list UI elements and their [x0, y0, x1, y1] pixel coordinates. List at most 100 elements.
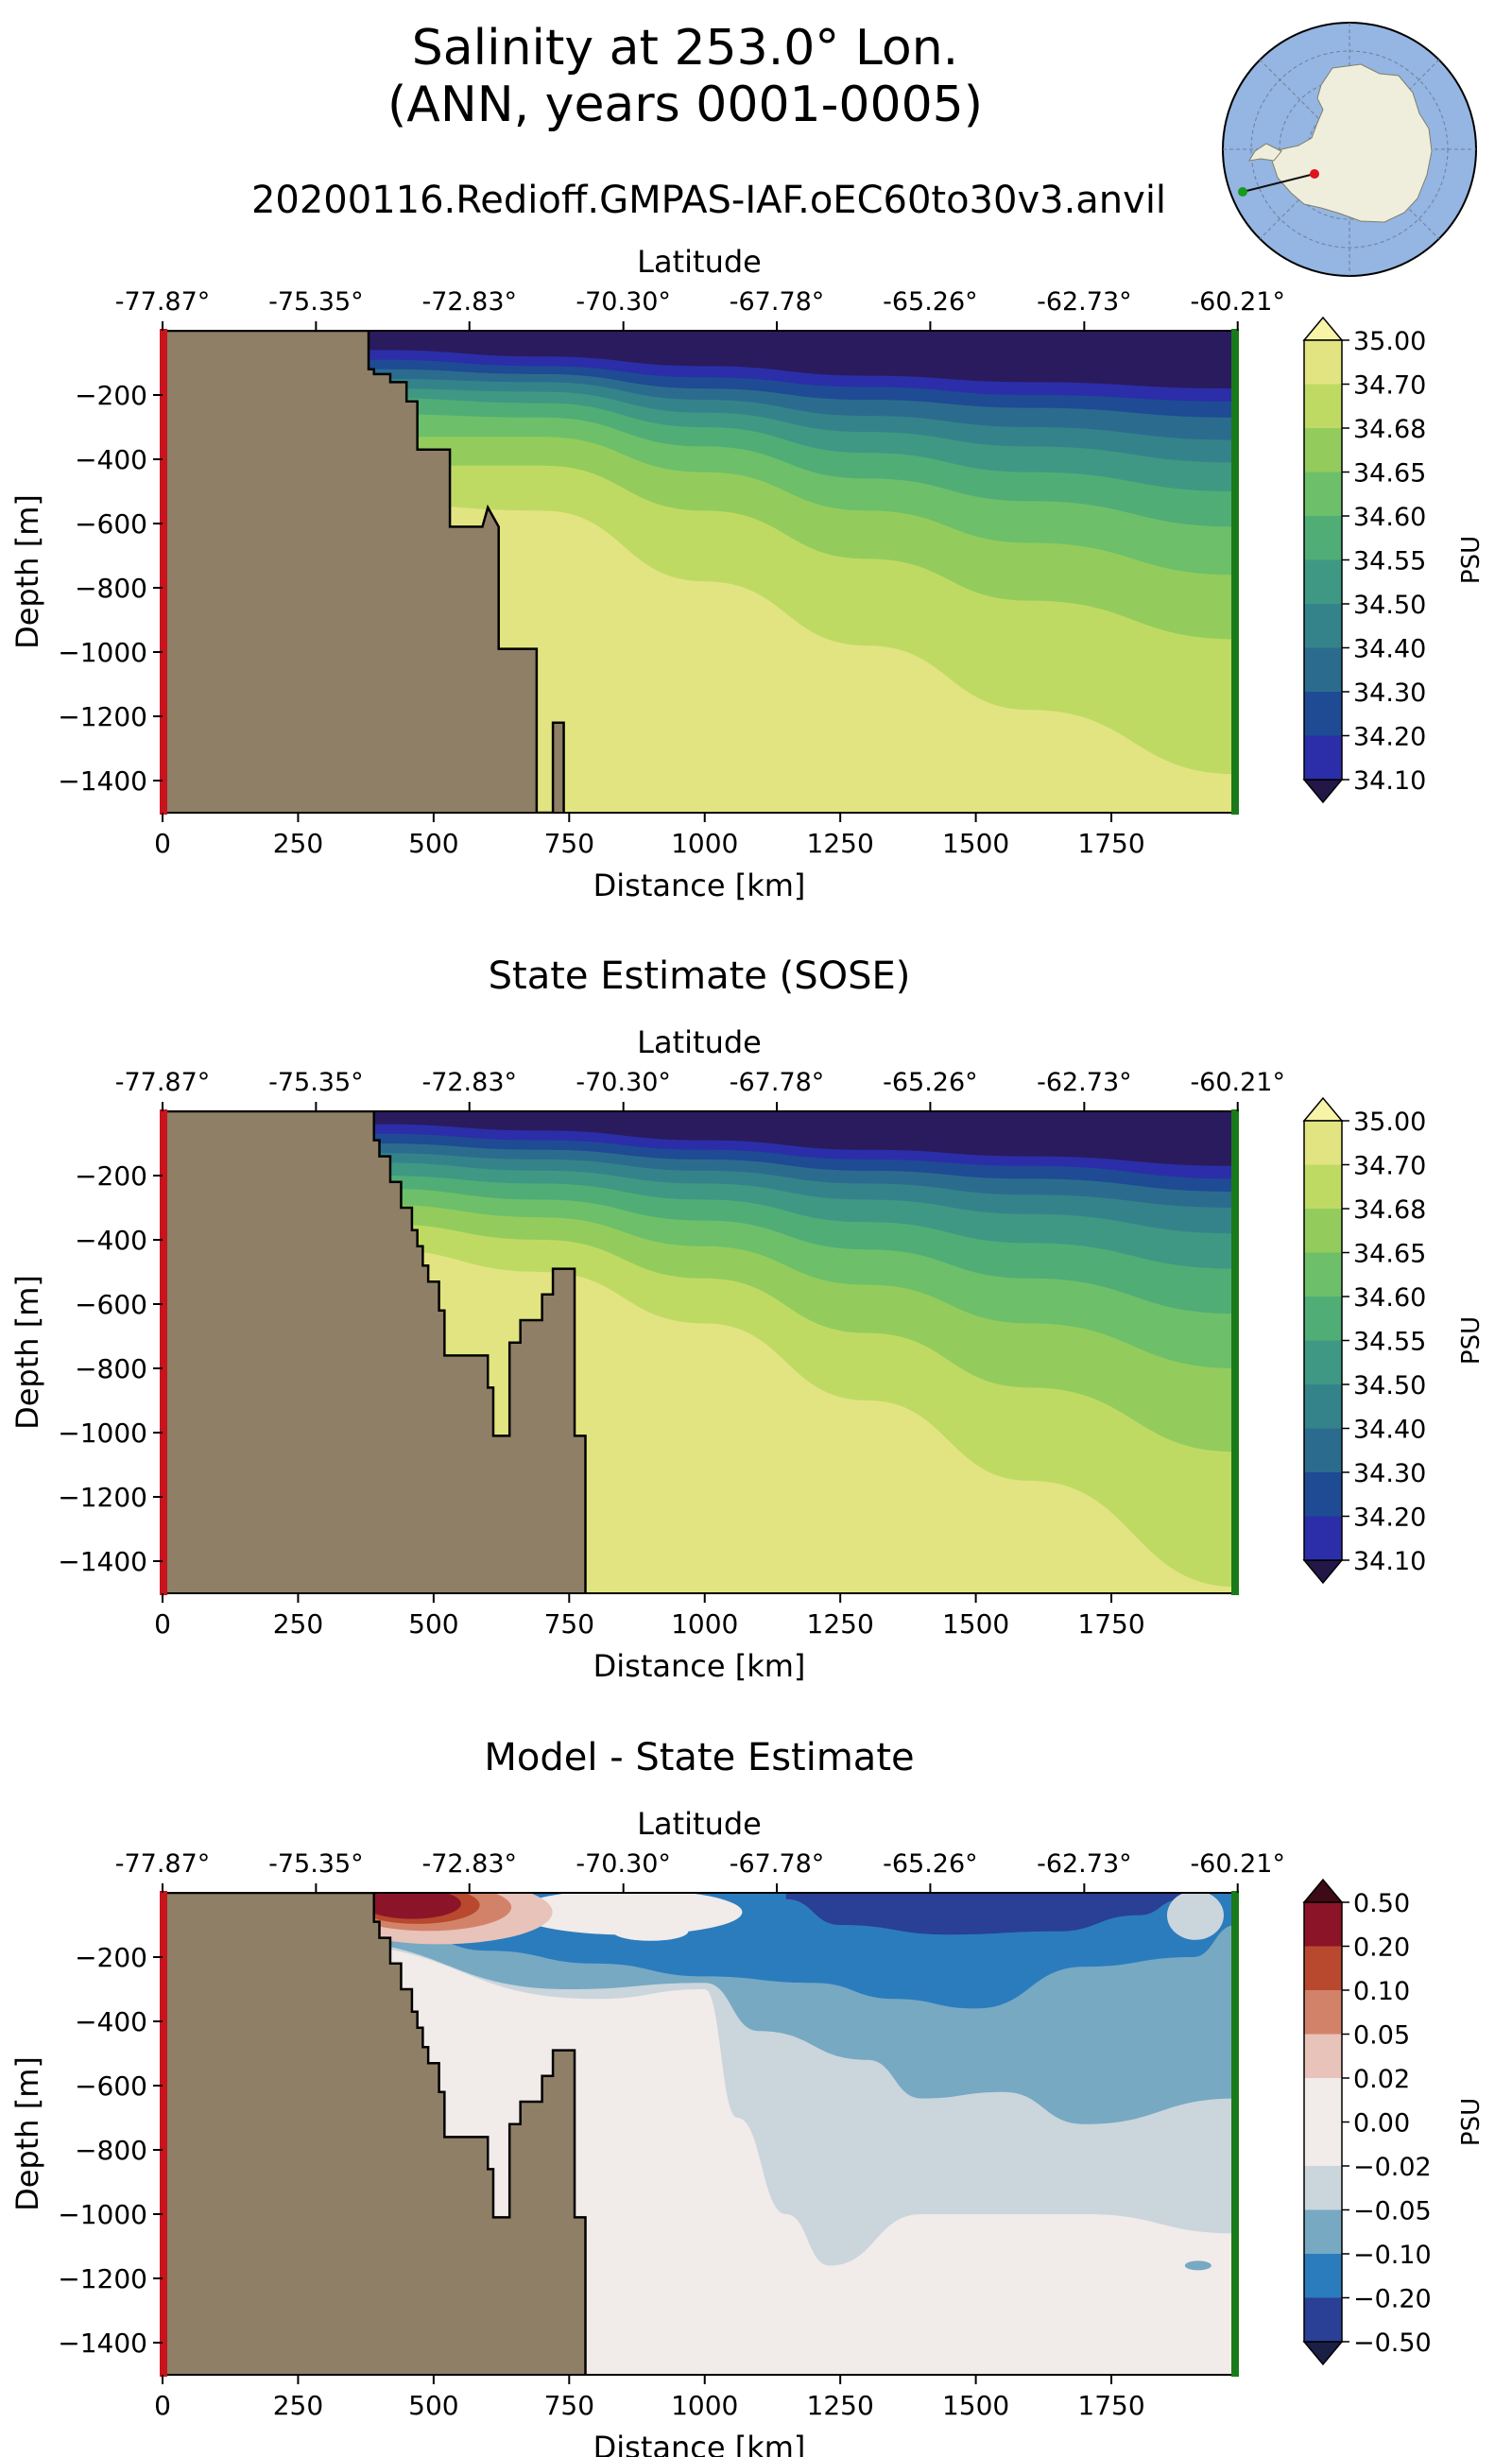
diff-band-neg-0.20 [785, 1893, 1182, 1935]
lat-tick-label: -60.21° [1190, 1068, 1285, 1097]
y-tick-label: −1400 [58, 2328, 147, 2359]
colorbar-bin [1304, 1902, 1342, 1947]
diff-patch-pos-0.50 [362, 1893, 461, 1919]
locator-globe-map [1222, 22, 1477, 277]
colorbar-bin [1304, 1428, 1342, 1473]
x-tick-label: 750 [544, 1608, 594, 1640]
panel-1: 0 250 500 750 1000 1250 1500 1750 Distance [km] −… [9, 244, 1486, 903]
colorbar-tick-label: 34.70 [1353, 371, 1426, 401]
x-tick-label: 1500 [942, 2390, 1009, 2421]
colorbar-bin [1304, 1340, 1342, 1385]
colorbar-bin [1304, 692, 1342, 736]
y-tick-label: −1400 [58, 765, 147, 797]
lat-tick-label: -65.26° [883, 1068, 978, 1097]
lat-axis-label: Latitude [637, 1024, 762, 1060]
x-tick-label: 750 [544, 828, 594, 859]
colorbar-bin [1304, 2254, 1342, 2298]
antarctic-peninsula [1248, 143, 1282, 162]
colorbar-bin [1304, 1384, 1342, 1429]
colorbar-tick-label: 34.68 [1353, 1195, 1426, 1225]
transect-end-line [1231, 329, 1239, 815]
colorbar-tick-label: 34.20 [1353, 723, 1426, 752]
x-tick-label: 250 [273, 1608, 323, 1640]
y-tick-label: −200 [75, 1942, 147, 1973]
salinity-band-1 [163, 331, 1236, 389]
colorbar-bin [1304, 1472, 1342, 1517]
y-tick-label: −200 [75, 1160, 147, 1192]
x-axis-label: Distance [km] [593, 868, 806, 903]
x-tick-label: 500 [408, 2390, 458, 2421]
x-tick-label: 0 [154, 2390, 171, 2421]
lat-tick-label: -62.73° [1037, 1849, 1132, 1879]
colorbar-bin [1304, 2122, 1342, 2167]
x-tick-label: 500 [408, 1608, 458, 1640]
y-tick-label: −200 [75, 380, 147, 411]
colorbar-bin [1304, 1121, 1342, 1165]
colorbar-tick-label: 35.00 [1353, 327, 1426, 356]
colorbar-bin [1304, 1946, 1342, 1991]
lat-tick-label: -75.35° [268, 1849, 364, 1879]
colorbar-tick-label: 0.02 [1353, 2065, 1410, 2094]
colorbar-tick-label: 34.40 [1353, 1416, 1426, 1445]
colorbar-tick-label: 34.65 [1353, 1240, 1426, 1269]
y-tick-label: −800 [75, 573, 147, 604]
y-tick-label: −400 [75, 444, 147, 475]
colorbar-bin [1304, 1164, 1342, 1210]
colorbar-bin [1304, 2209, 1342, 2255]
colorbar-tick-label: −0.50 [1353, 2328, 1432, 2358]
y-tick-label: −1000 [58, 637, 147, 668]
colorbar-tick-label: 34.50 [1353, 1371, 1426, 1400]
lat-axis-label: Latitude [637, 244, 762, 280]
colorbar-tick-label: 34.60 [1353, 1283, 1426, 1313]
colorbar-bin [1304, 735, 1342, 781]
colorbar-under-arrow [1302, 1559, 1344, 1585]
y-tick-label: −1000 [58, 1418, 147, 1449]
lat-tick-label: -67.78° [730, 287, 825, 317]
salinity-band-1 [163, 1111, 1236, 1166]
colorbar-bin [1304, 1252, 1342, 1297]
lat-tick-label: -77.87° [115, 1849, 211, 1879]
colorbar-tick-label: 34.65 [1353, 459, 1426, 489]
x-tick-label: 1750 [1077, 2390, 1144, 2421]
lat-tick-label: -62.73° [1037, 1068, 1132, 1097]
bathymetry-fill [163, 1111, 587, 1593]
land-mask [163, 1893, 587, 2375]
panel-title: State Estimate (SOSE) [489, 954, 911, 998]
figure-subtitle: (ANN, years 0001-0005) [387, 77, 984, 133]
colorbar-bin [1304, 1209, 1342, 1253]
x-tick-label: 0 [154, 828, 171, 859]
x-tick-label: 1750 [1077, 828, 1144, 859]
x-tick-label: 1250 [807, 828, 874, 859]
colorbar-tick-label: 34.55 [1353, 547, 1426, 576]
x-tick-label: 0 [154, 1608, 171, 1640]
y-tick-label: −1000 [58, 2199, 147, 2230]
lat-tick-label: -72.83° [421, 1849, 517, 1879]
x-tick-label: 1750 [1077, 1608, 1144, 1640]
y-tick-label: −600 [75, 508, 147, 540]
colorbar-bin [1304, 1990, 1342, 2035]
lat-tick-label: -72.83° [421, 1068, 517, 1097]
lat-tick-label: -62.73° [1037, 287, 1132, 317]
colorbar-tick-label: 34.10 [1353, 766, 1426, 796]
lat-tick-label: -72.83° [421, 287, 517, 317]
y-tick-label: −600 [75, 2070, 147, 2102]
colorbar-over-arrow [1302, 1096, 1344, 1122]
y-tick-label: −400 [75, 1225, 147, 1256]
lat-tick-label: -75.35° [268, 287, 364, 317]
x-axis-label: Distance [km] [593, 1648, 806, 1684]
colorbar: 35.00 34.70 34.68 34.65 34.60 34.55 34.50 34.40… [1302, 316, 1486, 804]
run-name: 20200116.Redioff.GMPAS-IAF.oEC60to30v3.a… [250, 179, 1167, 222]
figure-title: Salinity at 253.0° Lon. [411, 20, 959, 77]
y-axis-label: Depth [m] [9, 494, 45, 649]
colorbar-tick-label: 34.50 [1353, 591, 1426, 620]
diff-patch-near-zero [1166, 1893, 1224, 1940]
panel-title: Model - State Estimate [484, 1736, 914, 1779]
lat-tick-label: -60.21° [1190, 287, 1285, 317]
transect-end-line [1231, 1109, 1239, 1595]
lat-tick-label: -67.78° [730, 1849, 825, 1879]
x-tick-label: 1000 [671, 2390, 738, 2421]
lat-tick-label: -65.26° [883, 1849, 978, 1879]
colorbar: 35.00 34.70 34.68 34.65 34.60 34.55 34.50 34.40… [1302, 1096, 1486, 1585]
